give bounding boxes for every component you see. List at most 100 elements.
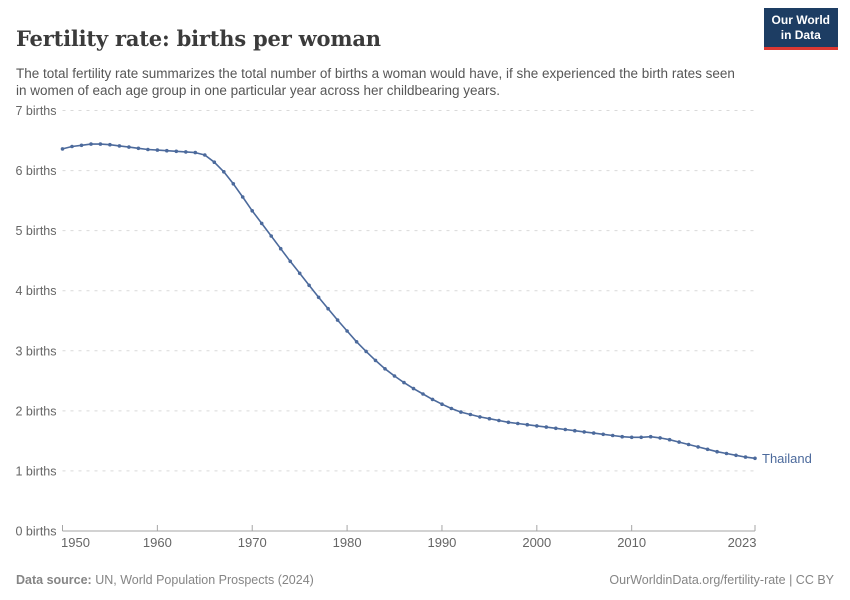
data-point (269, 234, 274, 238)
data-point (667, 437, 672, 442)
data-point (478, 415, 482, 419)
data-point (544, 425, 549, 429)
data-point (259, 221, 264, 226)
data-point (629, 435, 634, 440)
gridlines-group (62, 110, 755, 472)
data-point (639, 435, 643, 440)
data-point (117, 144, 122, 148)
data-point (193, 150, 198, 155)
data-point (525, 422, 530, 427)
data-point (240, 195, 245, 199)
data-point (155, 148, 160, 152)
data-point (373, 358, 378, 363)
data-point (582, 430, 586, 434)
y-tick-label: 6 births (16, 164, 57, 178)
data-point (753, 456, 757, 461)
y-tick-label: 7 births (16, 104, 57, 118)
y-tick-label: 5 births (16, 224, 57, 238)
data-point (411, 386, 416, 391)
data-point (715, 449, 719, 454)
owid-citation-link[interactable]: OurWorldinData.org/fertility-rate | CC B… (609, 573, 834, 587)
data-point (610, 433, 615, 438)
data-point (573, 428, 577, 433)
x-tick-label: 1960 (143, 535, 172, 550)
data-point (506, 420, 511, 425)
y-tick-label: 1 births (16, 464, 57, 478)
data-point (648, 434, 653, 439)
data-point (250, 209, 254, 213)
data-point (89, 142, 93, 146)
data-point (326, 306, 330, 311)
data-point (421, 392, 425, 396)
data-point (136, 146, 141, 151)
owid-logo-line2: in Data (780, 28, 821, 42)
data-point (440, 402, 444, 407)
data-point (392, 374, 397, 378)
data-point (212, 160, 217, 164)
data-point (677, 440, 681, 444)
data-point (535, 424, 539, 428)
data-point (364, 349, 368, 354)
y-tick-label: 4 births (16, 284, 57, 298)
data-point (288, 259, 293, 264)
y-tick-label: 3 births (16, 344, 57, 358)
data-point (335, 318, 340, 322)
owid-logo-line1: Our World (771, 13, 830, 27)
data-point (70, 144, 74, 149)
y-axis-labels-group: 0 births 1 births 2 births 3 births 4 births… (16, 104, 57, 539)
data-point (184, 150, 188, 154)
x-tick-label: 1970 (238, 535, 267, 550)
data-point (563, 427, 568, 432)
data-point (278, 246, 283, 251)
data-point (146, 147, 150, 152)
data-point (686, 442, 691, 447)
data-point (516, 421, 520, 426)
data-source-note: Data source: UN, World Population Prospe… (16, 573, 314, 587)
data-point (108, 142, 112, 147)
data-point (591, 431, 596, 435)
data-point (316, 295, 321, 300)
data-point (468, 412, 473, 417)
data-point (705, 447, 710, 452)
data-point (487, 416, 492, 421)
x-axis-group: 1950 1960 1970 1980 1990 2000 2010 2023 (61, 525, 757, 550)
data-point (98, 142, 103, 146)
data-point (449, 406, 454, 411)
data-point (174, 149, 179, 154)
data-point (724, 451, 729, 456)
chart-subtitle: The total fertility rate summarizes the … (16, 65, 735, 99)
x-tick-label: 1990 (427, 535, 456, 550)
y-tick-label: 2 births (16, 404, 57, 418)
series-group: Thailand (60, 142, 812, 466)
owid-logo[interactable]: Our World in Data (763, 8, 838, 50)
chart-footer: Data source: UN, World Population Prospe… (16, 573, 834, 587)
data-point (601, 432, 605, 437)
data-source-label: Data source: (16, 573, 92, 587)
data-point (383, 367, 387, 371)
data-point (222, 170, 226, 174)
data-point (203, 153, 207, 157)
data-point (459, 410, 463, 414)
data-point (620, 434, 624, 439)
x-tick-label: 2010 (617, 535, 646, 550)
data-point (354, 340, 359, 344)
data-point (165, 148, 169, 153)
data-point (231, 182, 236, 186)
data-point (743, 455, 748, 459)
x-tick-label: 1950 (61, 535, 90, 550)
data-point (734, 453, 738, 458)
data-point (402, 380, 406, 385)
data-point (497, 418, 501, 423)
data-point (307, 283, 311, 288)
x-tick-label: 1980 (333, 535, 362, 550)
data-point (127, 145, 131, 149)
data-point (658, 436, 662, 440)
data-point (696, 445, 700, 449)
page-title: Fertility rate: births per woman (16, 26, 381, 52)
data-point (430, 397, 435, 402)
data-source-text: UN, World Population Prospects (2024) (91, 573, 314, 587)
data-point (60, 147, 65, 151)
data-point (345, 329, 349, 333)
data-point (554, 426, 558, 431)
